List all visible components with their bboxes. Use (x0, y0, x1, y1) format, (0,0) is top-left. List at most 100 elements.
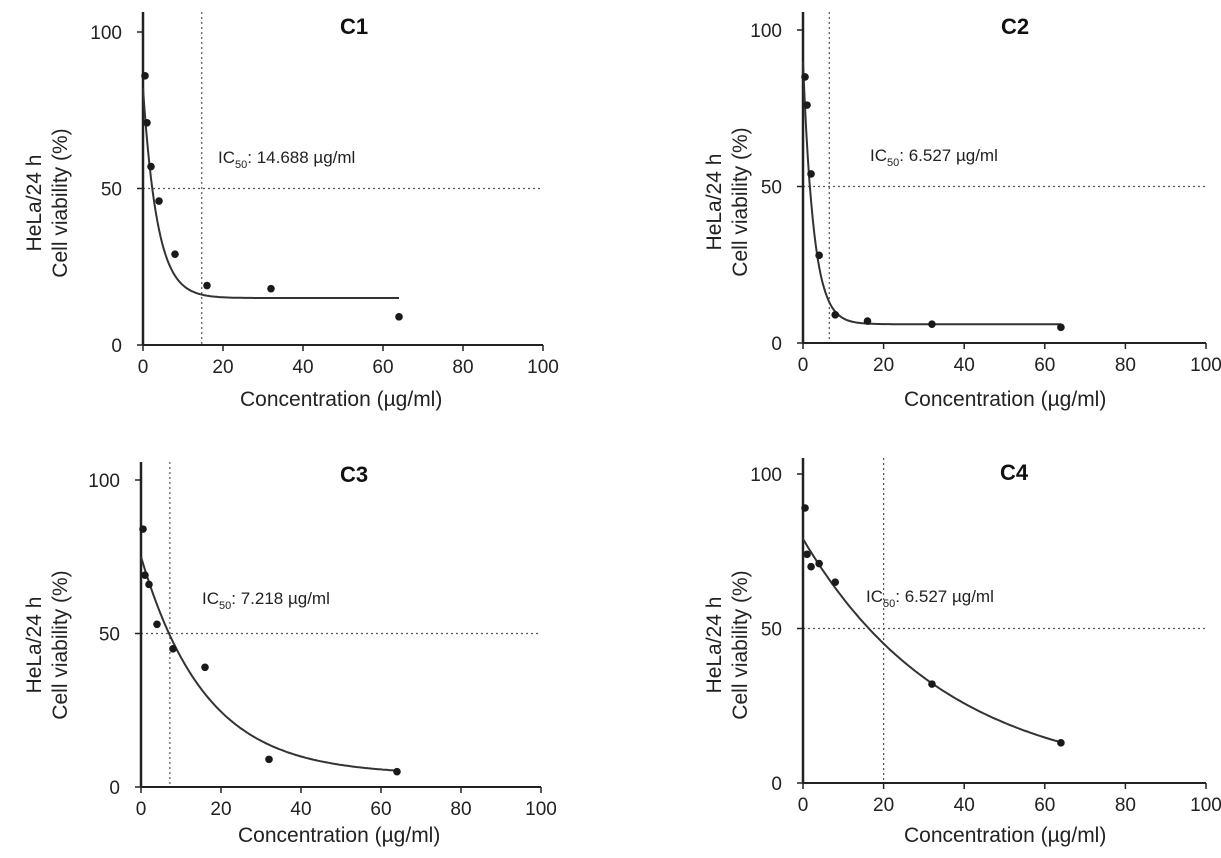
y-tick-label: 100 (90, 23, 122, 44)
data-point (203, 281, 211, 290)
panel-title: C1 (340, 14, 369, 39)
x-tick-label: 60 (1034, 355, 1055, 376)
ic-subscript: 50 (235, 159, 248, 171)
x-tick-label: 60 (370, 799, 391, 820)
data-point (815, 559, 823, 568)
ic50-annotation: IC50: 7.218 µg/ml (202, 589, 330, 612)
data-point (1057, 323, 1065, 332)
plot-area: 0 20 40 60 80 100 0 50 100 (90, 12, 559, 378)
data-point (143, 118, 151, 127)
ic50-annotation: IC50: 6.527 µg/ml (866, 587, 994, 610)
x-axis-label: Concentration (µg/ml) (240, 388, 443, 411)
data-point (831, 578, 840, 586)
ic-label: IC (870, 146, 887, 165)
ic-value: : 6.527 µg/ml (899, 146, 998, 165)
panel-title: C4 (1000, 460, 1029, 485)
x-tick-label: 20 (873, 355, 894, 376)
x-tick-label: 80 (450, 799, 471, 820)
y-axis-label-line2: Cell viability (%) (49, 570, 72, 720)
x-tick-label: 60 (372, 357, 393, 378)
y-tick-label: 0 (109, 778, 120, 799)
fit-curve (802, 61, 1061, 326)
data-point (801, 504, 809, 512)
ic-value: : 14.688 µg/ml (247, 148, 356, 167)
chart-panel-c1: 0 20 40 60 80 100 0 50 100 C1 IC50: 14.688 µg/ml… (0, 0, 600, 430)
data-point (147, 162, 155, 171)
x-tick-label: 100 (1190, 795, 1221, 816)
x-axis-label: Concentration (µg/ml) (904, 824, 1107, 847)
fit-curve (140, 556, 398, 772)
data-point (928, 320, 936, 329)
ic-subscript: 50 (219, 600, 232, 612)
ic-value: : 6.527 µg/ml (895, 587, 994, 606)
chart-panel-c4: 0 20 40 60 80 100 0 50 100 C4 IC50: 6.527 µg/ml … (670, 440, 1221, 858)
y-tick-label: 50 (99, 625, 120, 646)
y-axis-label-line2: Cell viability (%) (729, 127, 752, 277)
x-tick-label: 20 (873, 795, 894, 816)
y-tick-label: 100 (88, 471, 120, 492)
ic-subscript: 50 (887, 157, 900, 169)
data-point (393, 767, 401, 776)
x-axis-label: Concentration (µg/ml) (904, 388, 1107, 411)
y-axis-label-line2: Cell viability (%) (49, 128, 72, 278)
x-tick-label: 40 (292, 357, 313, 378)
x-tick-label: 40 (290, 799, 311, 820)
x-tick-label: 0 (138, 357, 149, 378)
y-tick-label: 100 (750, 21, 782, 42)
y-tick-label: 50 (101, 180, 122, 201)
data-point (807, 170, 815, 178)
chart-panel-c3: 0 20 40 60 80 100 0 50 100 C3 IC50: 7.218 µg/ml … (0, 440, 600, 858)
data-point (171, 250, 179, 259)
data-point (831, 311, 840, 319)
y-axis-label: HeLa/24 h Cell viability (%) (22, 93, 74, 313)
data-point (807, 562, 815, 571)
ic-label: IC (866, 587, 883, 606)
data-point (141, 72, 149, 80)
data-point (803, 101, 811, 109)
x-tick-label: 60 (1034, 795, 1055, 816)
ic-label: IC (202, 589, 219, 608)
fit-curve (802, 538, 1062, 744)
fit-curve (142, 88, 399, 299)
x-tick-label: 0 (798, 795, 809, 816)
y-axis-label-line1: HeLa/24 h (703, 596, 726, 694)
y-axis-label: HeLa/24 h Cell viability (%) (702, 535, 754, 755)
x-tick-label: 80 (1115, 795, 1136, 816)
ic50-annotation: IC50: 6.527 µg/ml (870, 146, 998, 169)
panel-title: C3 (340, 462, 369, 487)
plot-area: 0 20 40 60 80 100 0 50 100 (88, 462, 557, 820)
panel-title: C2 (1001, 14, 1030, 39)
y-axis-label: HeLa/24 h Cell viability (%) (702, 92, 754, 312)
y-axis-label-line1: HeLa/24 h (23, 154, 46, 252)
data-point (267, 284, 275, 293)
ic-label: IC (218, 148, 235, 167)
data-point (801, 73, 809, 81)
data-point (155, 197, 163, 205)
x-tick-label: 80 (1115, 355, 1136, 376)
y-tick-label: 50 (761, 178, 782, 199)
x-tick-label: 0 (798, 355, 809, 376)
x-tick-label: 0 (136, 799, 147, 820)
data-point (139, 525, 147, 533)
y-axis-label-line1: HeLa/24 h (23, 596, 46, 694)
y-axis-label-line2: Cell viability (%) (729, 570, 752, 720)
x-tick-label: 100 (525, 799, 557, 820)
x-tick-label: 20 (212, 357, 233, 378)
x-tick-label: 20 (210, 799, 231, 820)
data-point (265, 755, 273, 764)
x-tick-label: 100 (527, 357, 559, 378)
y-axis-label-line1: HeLa/24 h (703, 153, 726, 251)
x-tick-label: 80 (452, 357, 473, 378)
y-axis-label: HeLa/24 h Cell viability (%) (22, 535, 74, 755)
ic-subscript: 50 (883, 598, 896, 610)
y-tick-label: 50 (761, 620, 782, 641)
data-point (201, 663, 209, 672)
y-tick-label: 0 (111, 336, 122, 357)
data-point (145, 580, 153, 589)
x-tick-label: 100 (1190, 355, 1221, 376)
x-axis-label: Concentration (µg/ml) (238, 824, 441, 847)
y-tick-label: 0 (771, 334, 782, 355)
data-point (863, 317, 872, 325)
data-point (928, 680, 936, 688)
plot-area: 0 20 40 60 80 100 0 50 100 (750, 458, 1221, 816)
